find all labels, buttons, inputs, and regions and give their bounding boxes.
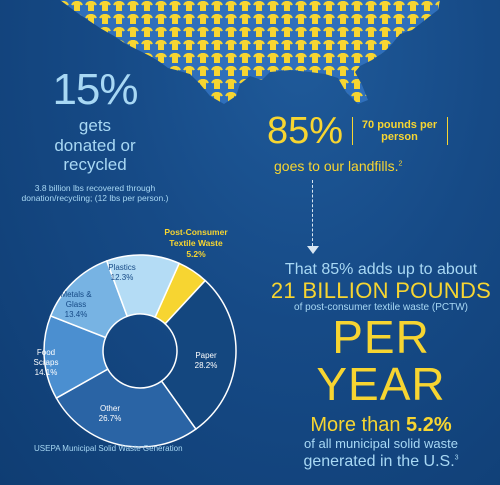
totals-line1: That 85% adds up to about [284,261,478,278]
chart-caption: USEPA Municipal Solid Waste Generation [34,444,183,453]
slice-label-plastics: Plastics [108,263,136,272]
slice-label-other: Other [100,404,120,413]
dashed-connector [312,180,313,246]
slice-value-other: 26.7% [99,414,122,423]
landfill-stat: 85% 70 pounds per person goes to our lan… [267,112,487,174]
totals-line7: generated in the U.S.3 [303,453,459,471]
donut-slice-plastics [105,254,181,319]
slice-value-food-scraps: 14.1% [35,368,58,377]
totals-line6: of all municipal solid waste [304,436,458,452]
totals-line5: More than 5.2% [310,414,452,437]
landfill-per-person-note: 70 pounds per person [351,116,448,146]
totals-line4: PER YEAR [316,311,446,411]
totals-block: That 85% adds up to about 21 BILLION POU… [262,260,500,472]
donated-percent: 15% [52,65,138,114]
landfill-percent: 85% [267,110,344,152]
totals-line2: 21 BILLION POUNDS [270,278,492,304]
donated-label: gets donated or recycled [54,116,136,175]
landfill-label: goes to our landfills.2 [274,158,403,174]
totals-footnote: 3 [454,455,459,463]
usa-map-tshirt-pattern-icon [60,0,440,104]
totals-line3: of post-consumer textile waste (PCTW) [294,302,468,314]
slice-label-food-scraps: Scraps [34,358,59,367]
totals-line5-value: 5.2% [406,414,452,437]
slice-label-post-consumer-textile-waste: Post-Consumer [164,227,228,237]
donut-slice-paper [160,279,237,431]
slice-label-post-consumer-textile-waste: Textile Waste [169,238,223,248]
landfill-footnote: 2 [398,160,403,168]
slice-value-metals-glass: 13.4% [65,310,88,319]
slice-label-metals-glass: Glass [66,300,86,309]
slice-label-metals-glass: Metals & [60,290,92,299]
donated-detail: 3.8 billion lbs recovered through donati… [21,182,169,204]
slice-value-post-consumer-textile-waste: 5.2% [186,249,206,259]
slice-label-food-scraps: Food [37,348,55,357]
donated-stat: 15% gets donated or recycled 3.8 billion… [20,68,170,204]
slice-label-paper: Paper [195,351,217,360]
donut-slice-other [55,368,197,448]
arrow-down-icon [307,246,319,254]
slice-value-paper: 28.2% [195,361,218,370]
slice-value-plastics: 12.3% [111,273,134,282]
